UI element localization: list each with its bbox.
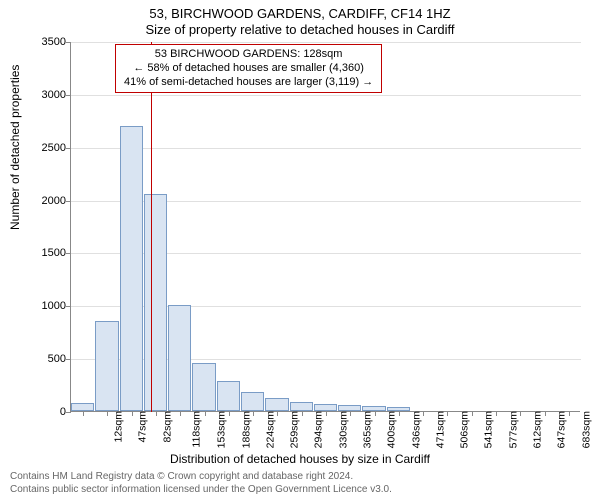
info-line-2: ← 58% of detached houses are smaller (4,… (124, 62, 373, 76)
footer-line-2: Contains public sector information licen… (10, 484, 392, 497)
x-tick-label: 82sqm (161, 411, 173, 443)
x-tick-mark (423, 411, 424, 416)
histogram-bar (217, 381, 240, 411)
x-tick-label: 47sqm (137, 411, 149, 443)
y-tick-mark (66, 148, 71, 149)
histogram-bar (192, 363, 215, 411)
histogram-bar (314, 404, 337, 411)
histogram-bar (290, 402, 313, 412)
x-tick-mark (447, 411, 448, 416)
y-tick-label: 2000 (26, 195, 66, 207)
x-tick-mark (302, 411, 303, 416)
x-tick-mark (205, 411, 206, 416)
x-tick-mark (229, 411, 230, 416)
y-tick-label: 0 (26, 406, 66, 418)
histogram-bar (168, 305, 191, 411)
y-tick-label: 500 (26, 353, 66, 365)
x-tick-mark (472, 411, 473, 416)
x-tick-mark (326, 411, 327, 416)
y-tick-mark (66, 306, 71, 307)
x-tick-label: 12sqm (113, 411, 125, 443)
x-tick-mark (253, 411, 254, 416)
y-tick-mark (66, 253, 71, 254)
histogram-bar (71, 403, 94, 411)
histogram-bar (120, 126, 143, 411)
x-tick-mark (399, 411, 400, 416)
x-tick-label: 330sqm (337, 411, 349, 448)
y-tick-label: 1000 (26, 300, 66, 312)
marker-line (151, 42, 152, 412)
plot-region: 050010001500200025003000350012sqm47sqm82… (70, 42, 580, 412)
chart-subtitle: Size of property relative to detached ho… (0, 21, 600, 37)
x-tick-label: 188sqm (240, 411, 252, 448)
histogram-bar (95, 321, 118, 411)
y-tick-mark (66, 359, 71, 360)
y-tick-label: 2500 (26, 142, 66, 154)
x-tick-label: 683sqm (580, 411, 592, 448)
footer-line-1: Contains HM Land Registry data © Crown c… (10, 471, 392, 484)
x-tick-mark (350, 411, 351, 416)
x-tick-mark (107, 411, 108, 416)
x-axis-label: Distribution of detached houses by size … (0, 452, 600, 466)
x-tick-label: 259sqm (289, 411, 301, 448)
grid-line (71, 42, 581, 43)
x-tick-mark (132, 411, 133, 416)
x-tick-mark (277, 411, 278, 416)
info-line-1: 53 BIRCHWOOD GARDENS: 128sqm (124, 48, 373, 62)
x-tick-label: 224sqm (264, 411, 276, 448)
histogram-bar (241, 392, 264, 411)
x-tick-mark (496, 411, 497, 416)
x-tick-label: 294sqm (313, 411, 325, 448)
x-tick-label: 400sqm (386, 411, 398, 448)
x-tick-label: 541sqm (483, 411, 495, 448)
y-tick-mark (66, 95, 71, 96)
y-tick-label: 3000 (26, 89, 66, 101)
y-tick-label: 3500 (26, 36, 66, 48)
x-tick-label: 506sqm (459, 411, 471, 448)
x-tick-mark (83, 411, 84, 416)
x-tick-label: 153sqm (216, 411, 228, 448)
y-tick-label: 1500 (26, 247, 66, 259)
x-tick-mark (569, 411, 570, 416)
footer: Contains HM Land Registry data © Crown c… (10, 471, 392, 496)
x-tick-mark (375, 411, 376, 416)
x-tick-label: 612sqm (531, 411, 543, 448)
x-tick-mark (156, 411, 157, 416)
x-tick-mark (520, 411, 521, 416)
histogram-bar (144, 194, 167, 411)
histogram-bar (265, 398, 288, 411)
x-tick-label: 577sqm (507, 411, 519, 448)
x-tick-label: 118sqm (191, 411, 203, 448)
x-tick-mark (180, 411, 181, 416)
y-tick-mark (66, 412, 71, 413)
chart-title: 53, BIRCHWOOD GARDENS, CARDIFF, CF14 1HZ (0, 0, 600, 21)
chart-area: 050010001500200025003000350012sqm47sqm82… (70, 42, 580, 412)
info-box: 53 BIRCHWOOD GARDENS: 128sqm ← 58% of de… (115, 44, 382, 93)
grid-line (71, 95, 581, 96)
x-tick-label: 471sqm (434, 411, 446, 448)
info-line-3: 41% of semi-detached houses are larger (… (124, 76, 373, 90)
y-axis-label: Number of detached properties (8, 65, 22, 230)
chart-container: 53, BIRCHWOOD GARDENS, CARDIFF, CF14 1HZ… (0, 0, 600, 500)
y-tick-mark (66, 42, 71, 43)
x-tick-label: 436sqm (410, 411, 422, 448)
x-tick-label: 365sqm (361, 411, 373, 448)
x-tick-label: 647sqm (556, 411, 568, 448)
grid-line (71, 148, 581, 149)
x-tick-mark (545, 411, 546, 416)
y-tick-mark (66, 201, 71, 202)
